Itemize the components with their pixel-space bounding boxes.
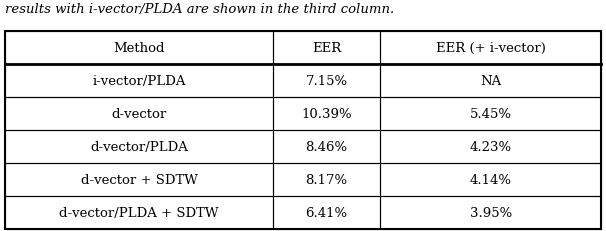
- Bar: [5, 32, 273, 65]
- Text: NA: NA: [480, 75, 501, 88]
- Bar: [381, 196, 601, 229]
- Bar: [273, 131, 381, 163]
- Text: d-vector/PLDA + SDTW: d-vector/PLDA + SDTW: [59, 206, 219, 219]
- Bar: [273, 196, 381, 229]
- Bar: [5, 131, 273, 163]
- Bar: [5, 65, 273, 97]
- Text: EER: EER: [312, 42, 341, 55]
- Text: 7.15%: 7.15%: [305, 75, 348, 88]
- Text: d-vector: d-vector: [112, 108, 167, 121]
- Bar: [381, 97, 601, 131]
- Text: 4.23%: 4.23%: [470, 140, 511, 153]
- Bar: [273, 163, 381, 196]
- Bar: [273, 97, 381, 131]
- Bar: [5, 196, 273, 229]
- Text: 3.95%: 3.95%: [470, 206, 512, 219]
- Text: 8.17%: 8.17%: [305, 173, 348, 186]
- Text: 4.14%: 4.14%: [470, 173, 511, 186]
- Text: 10.39%: 10.39%: [301, 108, 352, 121]
- Bar: [5, 32, 601, 229]
- Bar: [273, 65, 381, 97]
- Text: 5.45%: 5.45%: [470, 108, 511, 121]
- Text: d-vector + SDTW: d-vector + SDTW: [81, 173, 198, 186]
- Bar: [381, 163, 601, 196]
- Text: i-vector/PLDA: i-vector/PLDA: [92, 75, 185, 88]
- Text: d-vector/PLDA: d-vector/PLDA: [90, 140, 188, 153]
- Bar: [381, 32, 601, 65]
- Text: results with i-vector/PLDA are shown in the third column.: results with i-vector/PLDA are shown in …: [5, 3, 395, 16]
- Bar: [273, 32, 381, 65]
- Bar: [381, 131, 601, 163]
- Bar: [5, 97, 273, 131]
- Text: 6.41%: 6.41%: [305, 206, 348, 219]
- Text: EER (+ i-vector): EER (+ i-vector): [436, 42, 545, 55]
- Bar: [381, 65, 601, 97]
- Text: Method: Method: [113, 42, 165, 55]
- Text: 8.46%: 8.46%: [305, 140, 348, 153]
- Bar: [5, 163, 273, 196]
